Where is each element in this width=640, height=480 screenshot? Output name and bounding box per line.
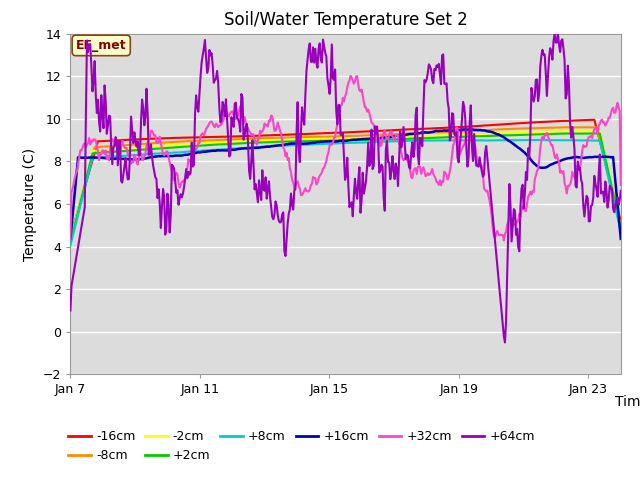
-2cm xyxy=(564,129,572,134)
+2cm xyxy=(605,170,612,176)
-8cm xyxy=(364,132,372,138)
-2cm xyxy=(67,239,74,245)
+32cm xyxy=(365,110,373,116)
-16cm xyxy=(67,234,74,240)
-8cm xyxy=(518,126,525,132)
+8cm xyxy=(605,176,612,182)
Y-axis label: Temperature (C): Temperature (C) xyxy=(24,147,38,261)
+16cm xyxy=(468,127,476,132)
+8cm xyxy=(364,139,372,145)
-8cm xyxy=(617,225,625,230)
-2cm xyxy=(332,136,339,142)
-8cm xyxy=(328,134,335,140)
-16cm xyxy=(617,218,625,224)
+32cm xyxy=(617,182,625,188)
+16cm xyxy=(617,236,625,242)
Legend: -16cm, -8cm, -2cm, +2cm, +8cm, +16cm, +32cm, +64cm: -16cm, -8cm, -2cm, +2cm, +8cm, +16cm, +3… xyxy=(63,425,540,467)
+8cm xyxy=(328,141,335,146)
+32cm xyxy=(328,142,335,147)
+2cm xyxy=(593,131,600,136)
-2cm xyxy=(518,130,525,135)
+64cm xyxy=(67,308,74,313)
Line: -2cm: -2cm xyxy=(70,132,621,242)
Line: -8cm: -8cm xyxy=(70,127,621,238)
Text: EE_met: EE_met xyxy=(76,39,127,52)
+16cm xyxy=(364,136,372,142)
+2cm xyxy=(328,138,335,144)
+8cm xyxy=(332,141,339,146)
+16cm xyxy=(519,148,527,154)
Line: +32cm: +32cm xyxy=(70,76,621,240)
+32cm xyxy=(606,115,614,120)
-16cm xyxy=(518,120,525,126)
Line: -16cm: -16cm xyxy=(70,120,621,237)
+64cm xyxy=(519,182,527,188)
-2cm xyxy=(617,224,625,229)
-16cm xyxy=(605,172,612,178)
+32cm xyxy=(332,134,339,140)
+2cm xyxy=(67,240,74,246)
+32cm xyxy=(500,238,508,243)
Line: +64cm: +64cm xyxy=(70,34,621,342)
Line: +16cm: +16cm xyxy=(70,130,621,239)
-8cm xyxy=(591,124,598,130)
-2cm xyxy=(394,134,402,140)
+16cm xyxy=(605,154,612,160)
+64cm xyxy=(364,140,372,145)
-16cm xyxy=(332,130,339,136)
+8cm xyxy=(534,137,542,143)
+16cm xyxy=(394,133,402,139)
-8cm xyxy=(394,132,402,137)
+2cm xyxy=(394,136,402,142)
+8cm xyxy=(394,138,402,144)
+16cm xyxy=(328,138,335,144)
+32cm xyxy=(347,73,355,79)
-16cm xyxy=(364,129,372,134)
+64cm xyxy=(617,188,625,193)
+32cm xyxy=(67,237,74,242)
-2cm xyxy=(364,135,372,141)
Line: +2cm: +2cm xyxy=(70,133,621,243)
+2cm xyxy=(518,132,525,138)
+16cm xyxy=(67,236,74,241)
+64cm xyxy=(394,183,402,189)
-2cm xyxy=(605,168,612,174)
-2cm xyxy=(328,136,335,142)
Title: Soil/Water Temperature Set 2: Soil/Water Temperature Set 2 xyxy=(224,11,467,29)
+8cm xyxy=(67,242,74,248)
+64cm xyxy=(551,31,559,36)
-8cm xyxy=(67,235,74,241)
-16cm xyxy=(328,130,335,136)
+16cm xyxy=(332,139,339,144)
+8cm xyxy=(617,228,625,234)
-8cm xyxy=(332,133,339,139)
+2cm xyxy=(364,137,372,143)
+32cm xyxy=(520,203,527,208)
+64cm xyxy=(501,339,509,345)
+64cm xyxy=(332,67,339,72)
Line: +8cm: +8cm xyxy=(70,140,621,245)
+64cm xyxy=(328,42,335,48)
+2cm xyxy=(617,225,625,230)
-16cm xyxy=(591,117,598,122)
+64cm xyxy=(606,183,614,189)
+32cm xyxy=(396,141,403,147)
+8cm xyxy=(518,137,525,143)
-16cm xyxy=(394,127,402,132)
+2cm xyxy=(332,138,339,144)
-8cm xyxy=(605,175,612,180)
X-axis label: Time: Time xyxy=(615,395,640,409)
